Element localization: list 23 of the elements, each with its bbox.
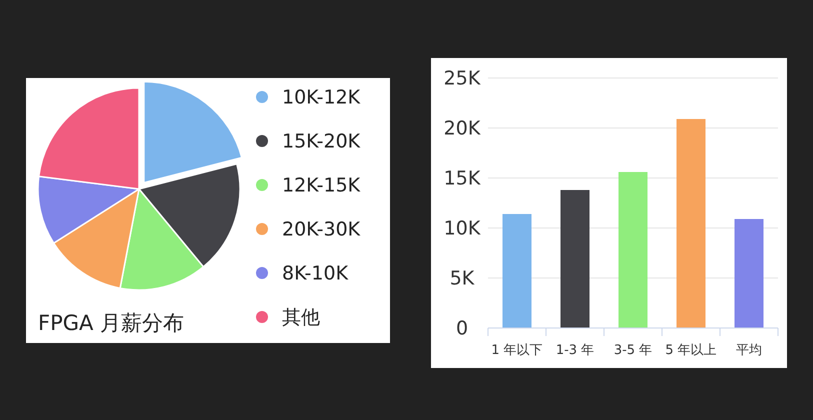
y-tick-label: 15K [444, 168, 481, 190]
bar [734, 219, 764, 328]
x-tick-label: 1 年以下 [491, 343, 543, 358]
x-tick-label: 3-5 年 [614, 343, 652, 358]
bar [502, 214, 532, 328]
legend-label: 8K-10K [282, 262, 349, 285]
bar [618, 172, 648, 328]
x-tick-label: 5 年以上 [665, 343, 717, 358]
y-tick-label: 25K [444, 68, 481, 90]
legend-label: 20K-30K [282, 218, 361, 241]
legend-label: 其他 [282, 306, 320, 329]
legend-label: 12K-15K [282, 174, 361, 197]
x-tick-label: 1-3 年 [556, 343, 594, 358]
y-tick-label: 0 [456, 318, 468, 340]
bar [676, 119, 706, 328]
y-tick-label: 20K [444, 118, 481, 140]
y-tick-label: 5K [450, 268, 475, 290]
bar [560, 190, 590, 328]
legend-label: 10K-12K [282, 86, 361, 109]
text: FPGA 月薪分布 [38, 311, 184, 335]
y-tick-label: 10K [444, 218, 481, 240]
x-tick-label: 平均 [736, 343, 762, 358]
legend-label: 15K-20K [282, 130, 361, 153]
